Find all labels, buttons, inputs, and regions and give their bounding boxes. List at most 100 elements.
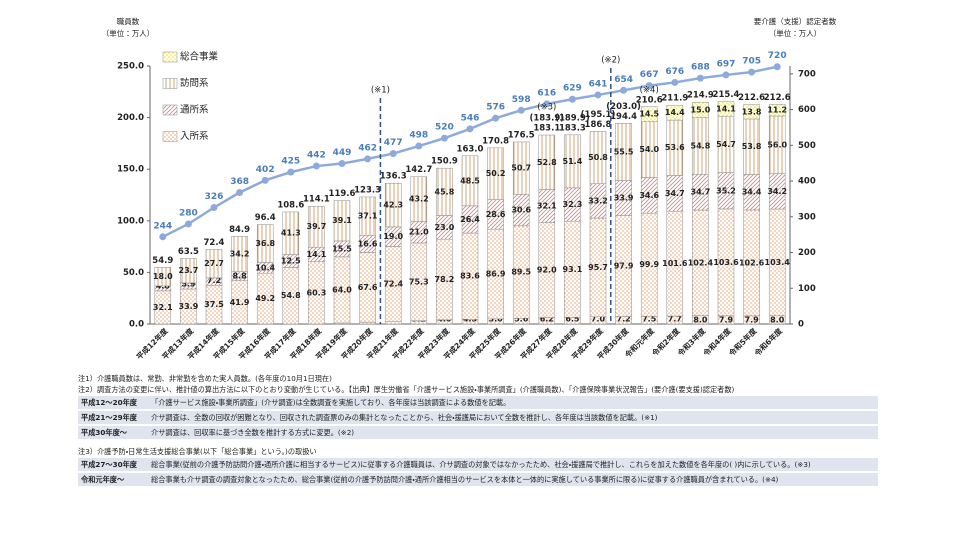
value-label: 7.2: [207, 276, 221, 285]
line-point: [184, 220, 192, 228]
total-label: 211.9: [661, 94, 688, 104]
bar-segment: [692, 101, 709, 118]
value-label: 27.7: [204, 259, 224, 268]
value-label: 50.2: [486, 169, 506, 178]
total-label: 72.4: [204, 238, 225, 248]
value-label: 53.6: [665, 143, 685, 152]
y-tick-label: 100.0: [117, 216, 144, 226]
value-label: 37.5: [204, 300, 224, 309]
line-label: 520: [435, 123, 454, 133]
y2-tick-label: 500: [798, 141, 816, 151]
line-point: [492, 114, 500, 122]
bar-segment: [308, 205, 325, 248]
value-label: 23.7: [179, 266, 199, 275]
bar-segment: [180, 258, 197, 284]
bar-segment: [231, 236, 248, 272]
notes-cell: 平成12～20年度: [78, 396, 148, 411]
value-label: 41.9: [230, 298, 250, 307]
line-label: 498: [409, 131, 428, 141]
line-point: [415, 142, 423, 150]
value-label: 86.9: [486, 269, 506, 278]
value-label: 99.9: [639, 260, 659, 269]
value-label: 5.6: [514, 315, 529, 324]
value-label: 30.6: [511, 206, 531, 215]
line-label: 477: [384, 138, 403, 148]
total-label: 123.3: [354, 185, 381, 195]
total-label: 215.4: [713, 90, 740, 100]
value-label: 54.7: [716, 140, 736, 149]
value-label: 32.3: [563, 200, 583, 209]
line-label: 546: [461, 113, 480, 123]
value-label: 8.8: [233, 272, 248, 281]
marker-label: (※3): [537, 103, 556, 113]
total-label: 63.5: [178, 247, 199, 257]
line-label: 402: [256, 165, 275, 175]
line-point: [364, 155, 372, 163]
total-label: 142.7: [405, 165, 432, 175]
total-label: 114.1: [303, 195, 330, 205]
line-point: [748, 68, 756, 76]
bar-segment: [743, 104, 760, 120]
note: 注2）調査方法の変更に伴い、推計値の算出方法に以下のとおり変動が生じている。【出…: [78, 385, 735, 394]
total-label: 176.5: [508, 130, 535, 140]
value-label: 60.3: [307, 288, 327, 297]
total-label: 183.3: [559, 123, 586, 133]
value-label: 92.0: [537, 266, 557, 275]
value-label: 16.6: [358, 239, 378, 248]
value-label: 45.8: [435, 187, 455, 196]
y2-axis-title: 要介護（支援）認定者数（単位：万人）: [754, 16, 837, 38]
line-point: [517, 106, 525, 114]
value-label: 26.4: [460, 215, 480, 224]
legend-label: 総合事業: [180, 51, 219, 63]
bar-segment: [282, 211, 300, 255]
total-label: 214.9: [687, 91, 714, 101]
legend-label: 入所系: [180, 130, 209, 142]
adjusted-total-label: (189.9): [555, 113, 590, 123]
value-label: 6.2: [540, 315, 554, 324]
line-point: [287, 168, 295, 176]
notes-cell: 平成27～30年度: [78, 458, 148, 473]
legend-label: 通所系: [180, 104, 209, 116]
total-label: 54.9: [152, 256, 173, 266]
value-label: 39.7: [307, 222, 327, 231]
value-label: 42.3: [383, 201, 403, 210]
notes-row: 平成27～30年度 総合事業(従前の介護予防訪問介護・通所介護に相当するサービス)…: [78, 458, 878, 473]
value-label: 14.4: [665, 108, 685, 117]
line-point: [236, 188, 244, 196]
legend-swatch: [162, 78, 178, 89]
line-label: 641: [589, 79, 608, 89]
line-label: 244: [153, 221, 172, 231]
value-label: 56.0: [767, 140, 787, 149]
bar-segment: [589, 131, 607, 185]
total-label: 170.8: [482, 136, 509, 146]
line-label: 676: [665, 67, 684, 77]
value-label: 7.7: [668, 315, 682, 324]
bar-segment: [359, 196, 376, 236]
line-label: 654: [614, 75, 633, 85]
line-point: [312, 162, 320, 170]
value-label: 7.0: [591, 315, 606, 324]
value-label: 52.8: [537, 158, 557, 167]
value-label: 15.0: [691, 105, 711, 114]
value-label: 19.0: [383, 232, 403, 241]
value-label: 50.7: [511, 164, 531, 173]
value-label: 33.2: [588, 196, 608, 205]
bar-segment: [384, 182, 402, 228]
value-label: 102.6: [739, 258, 765, 267]
value-label: 75.3: [409, 277, 429, 286]
note: 注1）介護職員数は、常勤、非常勤を含めた実人員数。(各年度の10月1日現在): [78, 374, 332, 383]
line-label: 688: [691, 63, 710, 73]
y2-tick-label: 100: [798, 284, 816, 294]
value-label: 95.7: [588, 263, 608, 272]
notes-cell: 総合事業も介サ調査の調査対象となったため、総合事業(従前の介護予防訪問介護・通所…: [148, 472, 878, 488]
value-label: 37.1: [358, 212, 378, 221]
notes-cell: 「介護サービス施設・事業所調査」(介サ調査)は全数調査を実施しており、各年度は当…: [148, 396, 878, 411]
bar-segment: [640, 106, 658, 122]
value-label: 8.0: [770, 315, 785, 324]
y-tick-label: 200.0: [117, 113, 144, 123]
line-label: 576: [486, 103, 505, 113]
line-point: [722, 71, 730, 79]
bar-segment: [564, 134, 581, 189]
x-tick-label: 令和6年度: [752, 325, 784, 357]
